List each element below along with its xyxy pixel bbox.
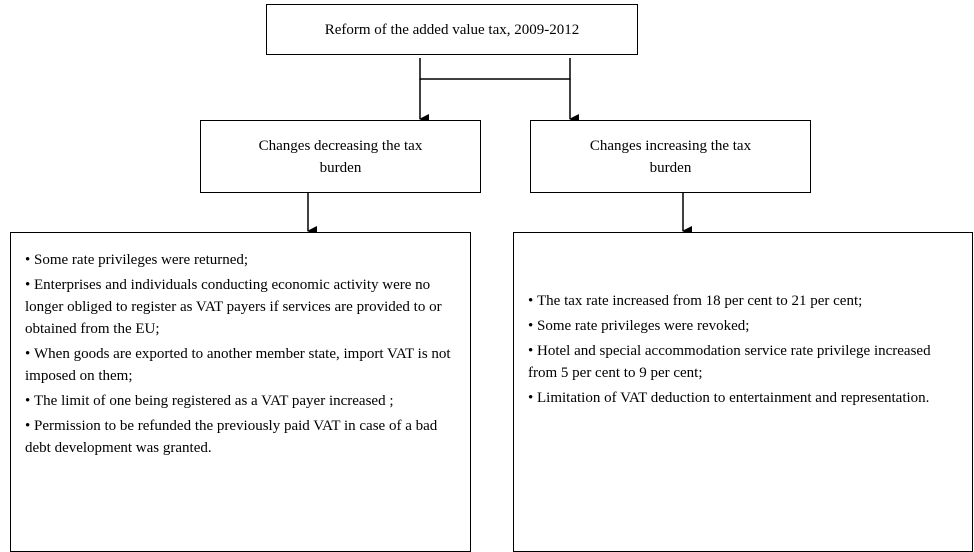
item: Permission to be refunded the previously… (25, 415, 456, 459)
item: When goods are exported to another membe… (25, 343, 456, 387)
bracket (419, 58, 571, 80)
item: Hotel and special accommodation service … (528, 340, 958, 384)
item: Some rate privileges were returned; (25, 249, 456, 271)
branch-box: Changes decreasing the tax burden (200, 120, 481, 193)
items-box: Some rate privileges were returned; Enter… (10, 232, 471, 552)
branch-label: Changes increasing the tax burden (589, 137, 752, 176)
title: Reform of the added value tax, 2009-2012 (324, 21, 580, 38)
connectors (307, 58, 692, 236)
item: Some rate privileges were revoked; (528, 315, 958, 337)
item-list: Some rate privileges were returned; Enter… (25, 249, 456, 459)
item: The limit of one being registered as a V… (25, 390, 456, 412)
branch-box: Changes increasing the tax burden (530, 120, 811, 193)
branch-label: Changes decreasing the tax burden (258, 137, 423, 176)
item: Enterprises and individuals conducting e… (25, 274, 456, 340)
items-box: The tax rate increased from 18 per cent … (513, 232, 973, 552)
title-box: Reform of the added value tax, 2009-2012 (266, 4, 638, 55)
item-list: The tax rate increased from 18 per cent … (528, 290, 958, 409)
item: Limitation of VAT deduction to entertain… (528, 387, 958, 409)
item: The tax rate increased from 18 per cent … (528, 290, 958, 312)
page: Reform of the added value tax, 2009-2012… (0, 0, 974, 534)
